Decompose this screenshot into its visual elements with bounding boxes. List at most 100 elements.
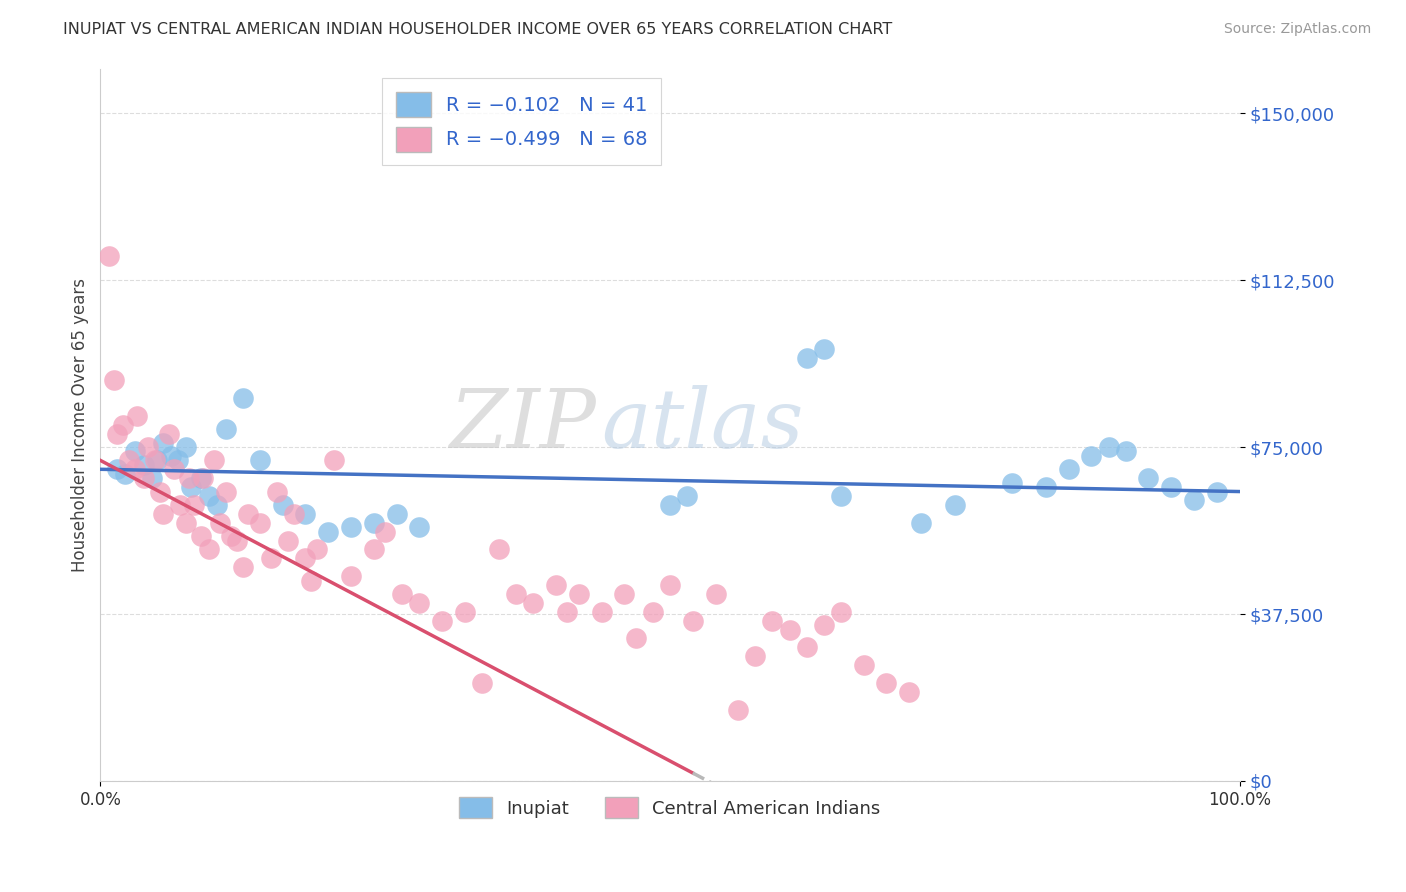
Point <box>157 426 180 441</box>
Point <box>1205 484 1227 499</box>
Point <box>658 498 681 512</box>
Point <box>197 489 219 503</box>
Point <box>166 453 188 467</box>
Point <box>761 614 783 628</box>
Point <box>114 467 136 481</box>
Point <box>143 453 166 467</box>
Point <box>374 524 396 539</box>
Point <box>277 533 299 548</box>
Point <box>226 533 249 548</box>
Point <box>152 435 174 450</box>
Point <box>875 676 897 690</box>
Point <box>1137 471 1160 485</box>
Point <box>132 458 155 472</box>
Point <box>322 453 344 467</box>
Point <box>1035 480 1057 494</box>
Point <box>294 551 316 566</box>
Point <box>408 520 430 534</box>
Point <box>191 471 214 485</box>
Point <box>214 484 236 499</box>
Point <box>641 605 664 619</box>
Point <box>613 587 636 601</box>
Point <box>1080 449 1102 463</box>
Point <box>98 248 121 262</box>
Point <box>454 605 477 619</box>
Point <box>852 658 875 673</box>
Point <box>1115 444 1137 458</box>
Point <box>682 614 704 628</box>
Point <box>430 614 453 628</box>
Point <box>830 489 852 503</box>
Point <box>1057 462 1080 476</box>
Point <box>294 507 316 521</box>
Point <box>124 444 146 458</box>
Point <box>190 529 212 543</box>
Point <box>149 484 172 499</box>
Point <box>391 587 413 601</box>
Text: INUPIAT VS CENTRAL AMERICAN INDIAN HOUSEHOLDER INCOME OVER 65 YEARS CORRELATION : INUPIAT VS CENTRAL AMERICAN INDIAN HOUSE… <box>63 22 893 37</box>
Point <box>249 453 271 467</box>
Point <box>488 542 510 557</box>
Point <box>249 516 271 530</box>
Text: Source: ZipAtlas.com: Source: ZipAtlas.com <box>1223 22 1371 37</box>
Point <box>163 462 186 476</box>
Point <box>299 574 322 588</box>
Text: ZIP: ZIP <box>449 384 596 465</box>
Point <box>169 498 191 512</box>
Point <box>1097 440 1119 454</box>
Point <box>208 516 231 530</box>
Point <box>704 587 727 601</box>
Point <box>107 462 129 476</box>
Point <box>779 623 801 637</box>
Legend: Inupiat, Central American Indians: Inupiat, Central American Indians <box>453 790 887 825</box>
Point <box>180 480 202 494</box>
Point <box>214 422 236 436</box>
Point <box>160 449 183 463</box>
Point <box>266 484 288 499</box>
Text: atlas: atlas <box>602 384 804 465</box>
Point <box>796 351 818 365</box>
Point <box>522 596 544 610</box>
Point <box>813 342 835 356</box>
Point <box>183 498 205 512</box>
Point <box>132 471 155 485</box>
Point <box>107 426 129 441</box>
Point <box>910 516 932 530</box>
Point <box>363 542 385 557</box>
Point <box>283 507 305 521</box>
Point <box>557 605 579 619</box>
Point <box>727 703 749 717</box>
Point <box>238 507 260 521</box>
Point <box>898 685 921 699</box>
Point <box>152 507 174 521</box>
Point <box>118 453 141 467</box>
Point <box>340 520 363 534</box>
Point <box>471 676 494 690</box>
Point <box>624 632 647 646</box>
Y-axis label: Householder Income Over 65 years: Householder Income Over 65 years <box>72 277 89 572</box>
Point <box>1182 493 1205 508</box>
Point <box>103 373 125 387</box>
Point <box>179 471 201 485</box>
Point <box>205 498 228 512</box>
Point <box>232 560 254 574</box>
Point <box>221 529 243 543</box>
Point <box>676 489 699 503</box>
Point <box>125 409 148 423</box>
Point <box>271 498 294 512</box>
Point <box>943 498 966 512</box>
Point <box>174 516 197 530</box>
Point <box>174 440 197 454</box>
Point <box>136 440 159 454</box>
Point <box>260 551 283 566</box>
Point <box>658 578 681 592</box>
Point <box>305 542 328 557</box>
Point <box>813 618 835 632</box>
Point <box>202 453 225 467</box>
Point <box>544 578 567 592</box>
Point <box>505 587 527 601</box>
Point <box>197 542 219 557</box>
Point <box>146 453 169 467</box>
Point <box>340 569 363 583</box>
Point <box>141 471 163 485</box>
